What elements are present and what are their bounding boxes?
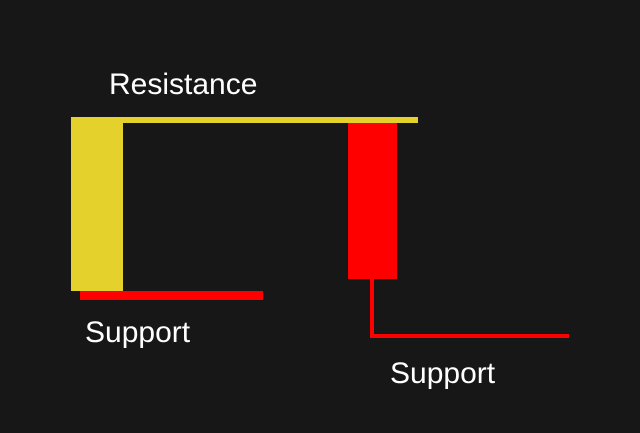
support-line-left bbox=[80, 291, 263, 300]
resistance-label: Resistance bbox=[109, 68, 258, 101]
yellow-candle-body bbox=[71, 117, 123, 291]
red-candle-wick bbox=[370, 279, 374, 338]
support-line-right bbox=[370, 334, 569, 338]
support-label-left: Support bbox=[85, 316, 191, 349]
resistance-line bbox=[71, 117, 418, 123]
support-label-right: Support bbox=[390, 357, 496, 390]
red-candle-body bbox=[348, 123, 397, 279]
